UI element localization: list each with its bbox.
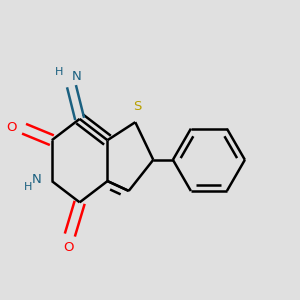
- Text: H: H: [55, 68, 63, 77]
- Text: S: S: [133, 100, 141, 113]
- Text: O: O: [6, 121, 17, 134]
- Text: H: H: [24, 182, 32, 192]
- Text: N: N: [71, 70, 81, 83]
- Text: N: N: [31, 173, 41, 186]
- Text: O: O: [63, 241, 74, 254]
